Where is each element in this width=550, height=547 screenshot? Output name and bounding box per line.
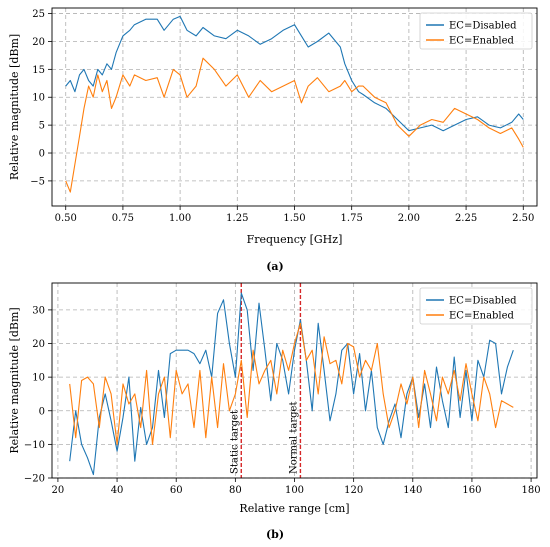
x-tick-label: 1.50	[283, 213, 305, 224]
chart-panel-a: 0.50 0.75 1.00 1.25 1.50 1.75 2.00 2.25 2.50 −5 0 5…	[8, 7, 538, 273]
y-tick-label: 0	[39, 149, 45, 160]
x-tick-label: 1.25	[226, 213, 248, 224]
y-tick-label: −10	[24, 440, 45, 451]
x-tick-label: 20	[52, 485, 65, 496]
x-tick-label: 40	[111, 485, 124, 496]
series-line-ec-enabled	[69, 322, 514, 445]
x-tick-label: 2.25	[455, 213, 477, 224]
x-tick-label: 180	[522, 485, 541, 496]
y-tick-label: 25	[32, 9, 45, 20]
x-tick-label: 120	[344, 485, 363, 496]
y-tick-label: −20	[24, 474, 45, 485]
x-axis-label: Relative range [cm]	[239, 502, 349, 515]
y-tick-label: 10	[32, 373, 45, 384]
y-tick-label: 30	[32, 305, 45, 316]
series-line-ec-enabled	[65, 57, 524, 193]
x-tick-label: 0.50	[55, 213, 77, 224]
series-line-ec-disabled	[69, 292, 514, 476]
x-tick-label: 1.75	[341, 213, 363, 224]
y-tick-label: 20	[32, 339, 45, 350]
y-tick-label: 5	[39, 121, 45, 132]
figure-caption: (b)	[266, 528, 284, 541]
x-axis-label: Frequency [GHz]	[247, 233, 343, 246]
y-tick-label: −5	[30, 176, 45, 187]
y-axis-label: Relative magnitude [dBm]	[8, 34, 21, 180]
figure-caption: (a)	[266, 260, 284, 273]
x-tick-label: 2.50	[512, 213, 534, 224]
x-tick-label: 160	[462, 485, 481, 496]
y-tick-label: 0	[39, 406, 45, 417]
series-line-ec-disabled	[65, 15, 524, 132]
legend-label: EC=Enabled	[449, 36, 515, 47]
annotation-label: Normal target	[288, 402, 299, 474]
legend-box	[419, 287, 533, 325]
y-tick-label: 15	[32, 65, 45, 76]
legend-label: EC=Disabled	[449, 21, 517, 32]
legend-label: EC=Disabled	[449, 296, 517, 307]
x-tick-label: 1.00	[169, 213, 191, 224]
x-tick-label: 80	[229, 485, 242, 496]
y-tick-label: 20	[32, 37, 45, 48]
annotation-label: Static target	[229, 410, 240, 474]
y-tick-label: 10	[32, 93, 45, 104]
x-tick-label: 100	[285, 485, 304, 496]
legend-box	[419, 12, 533, 50]
y-axis-label: Relative magnitude [dBm]	[8, 307, 21, 453]
x-tick-label: 140	[403, 485, 422, 496]
x-tick-label: 2.00	[398, 213, 420, 224]
x-tick-label: 60	[170, 485, 183, 496]
x-tick-label: 0.75	[112, 213, 134, 224]
legend-label: EC=Enabled	[449, 311, 515, 322]
